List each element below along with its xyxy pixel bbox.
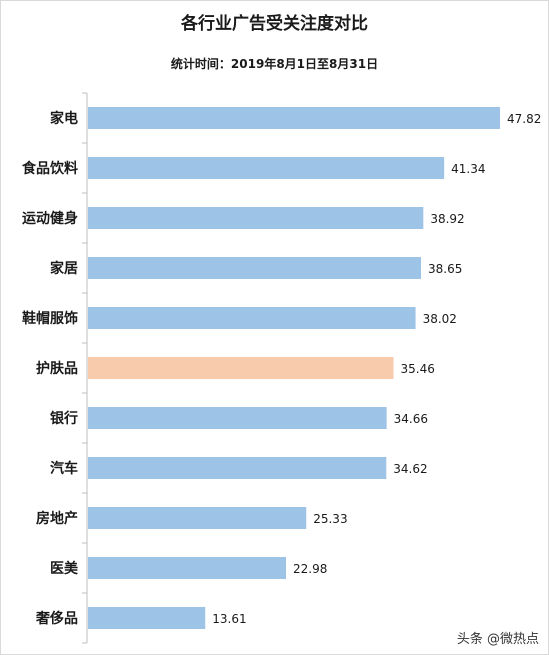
value-label: 38.02 bbox=[423, 312, 457, 326]
bar-6 bbox=[88, 407, 387, 429]
value-label: 41.34 bbox=[451, 162, 485, 176]
category-label: 家居 bbox=[50, 260, 78, 277]
bar-10 bbox=[88, 607, 206, 629]
bar-0 bbox=[88, 107, 500, 129]
category-label: 护肤品 bbox=[36, 360, 78, 377]
category-label: 房地产 bbox=[36, 510, 78, 527]
chart-title: 各行业广告受关注度对比 bbox=[181, 14, 368, 34]
category-label: 医美 bbox=[50, 560, 79, 577]
value-label: 35.46 bbox=[401, 362, 435, 376]
bar-4 bbox=[88, 307, 416, 329]
bar-9 bbox=[88, 557, 286, 579]
bar-1 bbox=[88, 157, 445, 179]
value-label: 34.62 bbox=[393, 462, 427, 476]
value-label: 47.82 bbox=[507, 112, 541, 126]
bar-5 bbox=[88, 357, 394, 379]
value-label: 13.61 bbox=[212, 612, 246, 626]
category-label: 食品饮料 bbox=[22, 160, 78, 177]
value-label: 38.92 bbox=[430, 212, 464, 226]
category-label: 奢侈品 bbox=[35, 610, 78, 627]
category-label: 家电 bbox=[50, 110, 78, 127]
category-label: 银行 bbox=[50, 410, 78, 427]
bar-8 bbox=[88, 507, 307, 529]
bar-7 bbox=[88, 457, 387, 479]
watermark: 头条 @微热点 bbox=[456, 632, 539, 647]
category-label: 汽车 bbox=[50, 460, 78, 477]
chart-subtitle: 统计时间：2019年8月1日至8月31日 bbox=[170, 57, 379, 71]
value-label: 38.65 bbox=[428, 262, 462, 276]
value-label: 25.33 bbox=[313, 512, 347, 526]
category-label: 运动健身 bbox=[22, 210, 78, 227]
category-label: 鞋帽服饰 bbox=[22, 310, 78, 327]
value-label: 34.66 bbox=[394, 412, 428, 426]
value-label: 22.98 bbox=[293, 562, 327, 576]
bar-2 bbox=[88, 207, 424, 229]
bar-3 bbox=[88, 257, 421, 279]
